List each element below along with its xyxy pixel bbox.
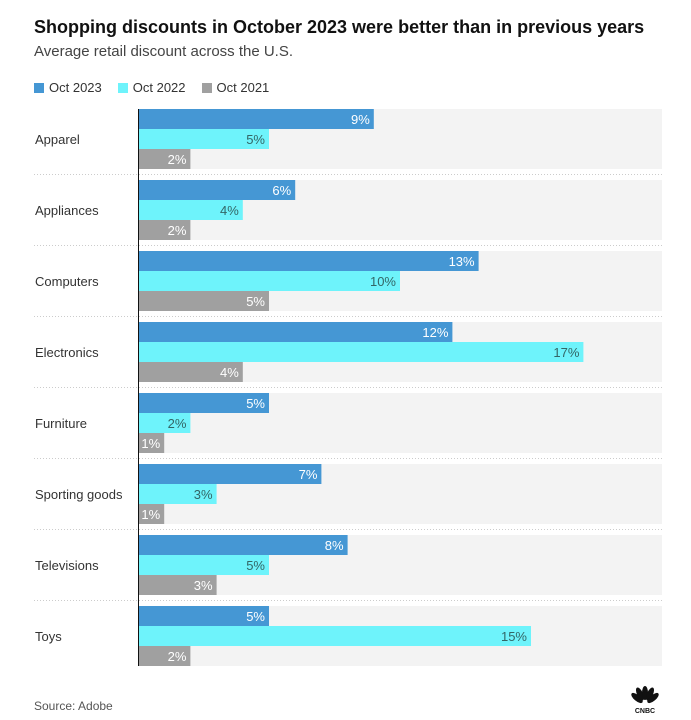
legend-item-oct-2021: Oct 2021 xyxy=(201,80,270,95)
data-label: 5% xyxy=(246,558,265,573)
legend: Oct 2023 Oct 2022 Oct 2021 xyxy=(34,80,269,95)
data-label: 10% xyxy=(370,274,396,289)
data-label: 17% xyxy=(553,345,579,360)
bar xyxy=(138,606,269,626)
bar xyxy=(138,149,191,169)
cnbc-logo-icon: CNBC xyxy=(631,686,659,714)
data-label: 2% xyxy=(168,152,187,167)
bar xyxy=(138,129,269,149)
data-label: 5% xyxy=(246,609,265,624)
bar xyxy=(138,484,217,504)
category-label: Furniture xyxy=(35,416,87,431)
bar xyxy=(138,251,479,271)
bar xyxy=(138,535,348,555)
data-label: 9% xyxy=(351,112,370,127)
bar xyxy=(138,393,269,413)
category-label: Toys xyxy=(35,629,62,644)
data-label: 13% xyxy=(449,254,475,269)
svg-text:CNBC: CNBC xyxy=(635,708,655,714)
legend-swatch xyxy=(201,82,212,93)
chart-title: Shopping discounts in October 2023 were … xyxy=(34,17,645,37)
legend-item-oct-2023: Oct 2023 xyxy=(34,80,102,95)
bar xyxy=(138,646,191,666)
data-label: 3% xyxy=(194,487,213,502)
category-label: Televisions xyxy=(35,558,99,573)
bar xyxy=(138,504,165,524)
bar xyxy=(138,626,531,646)
data-label: 2% xyxy=(168,649,187,664)
data-label: 6% xyxy=(272,183,291,198)
bar xyxy=(138,322,453,342)
data-label: 2% xyxy=(168,416,187,431)
legend-item-oct-2022: Oct 2022 xyxy=(117,80,186,95)
bar xyxy=(138,180,296,200)
category-label: Electronics xyxy=(35,345,99,360)
data-label: 1% xyxy=(141,436,160,451)
category-label: Sporting goods xyxy=(35,487,123,502)
source-note: Source: Adobe xyxy=(34,699,113,713)
chart-subtitle: Average retail discount across the U.S. xyxy=(34,43,294,60)
data-label: 15% xyxy=(501,629,527,644)
bar xyxy=(138,413,191,433)
bar xyxy=(138,291,269,311)
legend-swatch xyxy=(34,82,44,93)
bar xyxy=(138,109,374,129)
bar xyxy=(138,200,243,220)
data-label: 3% xyxy=(194,578,213,593)
category-label: Computers xyxy=(35,274,99,289)
bar xyxy=(138,464,322,484)
bar xyxy=(138,271,400,291)
data-label: 4% xyxy=(220,365,239,380)
data-label: 8% xyxy=(325,538,344,553)
legend-label: Oct 2022 xyxy=(132,80,186,95)
bar xyxy=(138,433,165,453)
data-label: 1% xyxy=(141,507,160,522)
legend-label: Oct 2021 xyxy=(216,80,270,95)
legend-label: Oct 2023 xyxy=(49,80,102,95)
data-label: 12% xyxy=(422,325,448,340)
legend-swatch xyxy=(117,82,128,93)
bar xyxy=(138,362,243,382)
data-label: 2% xyxy=(168,223,187,238)
bar xyxy=(138,342,584,362)
data-label: 7% xyxy=(299,467,318,482)
data-label: 5% xyxy=(246,396,265,411)
data-label: 4% xyxy=(220,203,239,218)
bar xyxy=(138,220,191,240)
bar xyxy=(138,555,269,575)
category-label: Appliances xyxy=(35,203,99,218)
data-label: 5% xyxy=(246,294,265,309)
category-label: Apparel xyxy=(35,132,80,147)
data-label: 5% xyxy=(246,132,265,147)
bar xyxy=(138,575,217,595)
